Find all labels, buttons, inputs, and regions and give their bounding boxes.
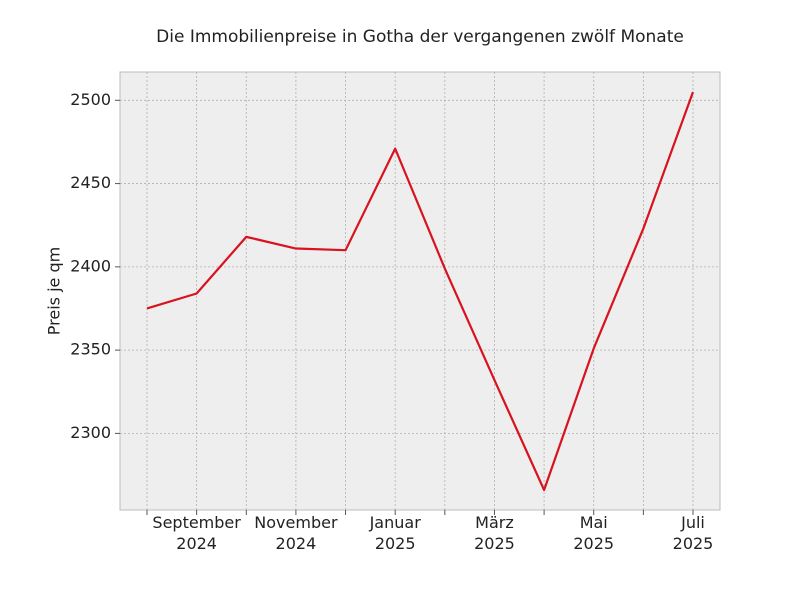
y-tick-label: 2400 — [70, 256, 111, 275]
y-tick-label: 2350 — [70, 340, 111, 359]
x-tick-label: März 2025 — [474, 513, 515, 553]
x-tick-label: September 2024 — [152, 513, 241, 553]
x-tick-label: Mai 2025 — [573, 513, 614, 553]
plot-area — [119, 71, 721, 511]
x-tick-label: Januar 2025 — [369, 513, 422, 553]
line-series — [146, 91, 695, 492]
x-tick-label: Juli 2025 — [673, 513, 714, 553]
y-tick-label: 2300 — [70, 423, 111, 442]
y-tick-label: 2450 — [70, 173, 111, 192]
y-tick-label: 2500 — [70, 90, 111, 109]
y-axis-label: Preis je qm — [45, 247, 64, 335]
x-tick-label: November 2024 — [254, 513, 338, 553]
chart-title: Die Immobilienpreise in Gotha der vergan… — [156, 27, 684, 47]
